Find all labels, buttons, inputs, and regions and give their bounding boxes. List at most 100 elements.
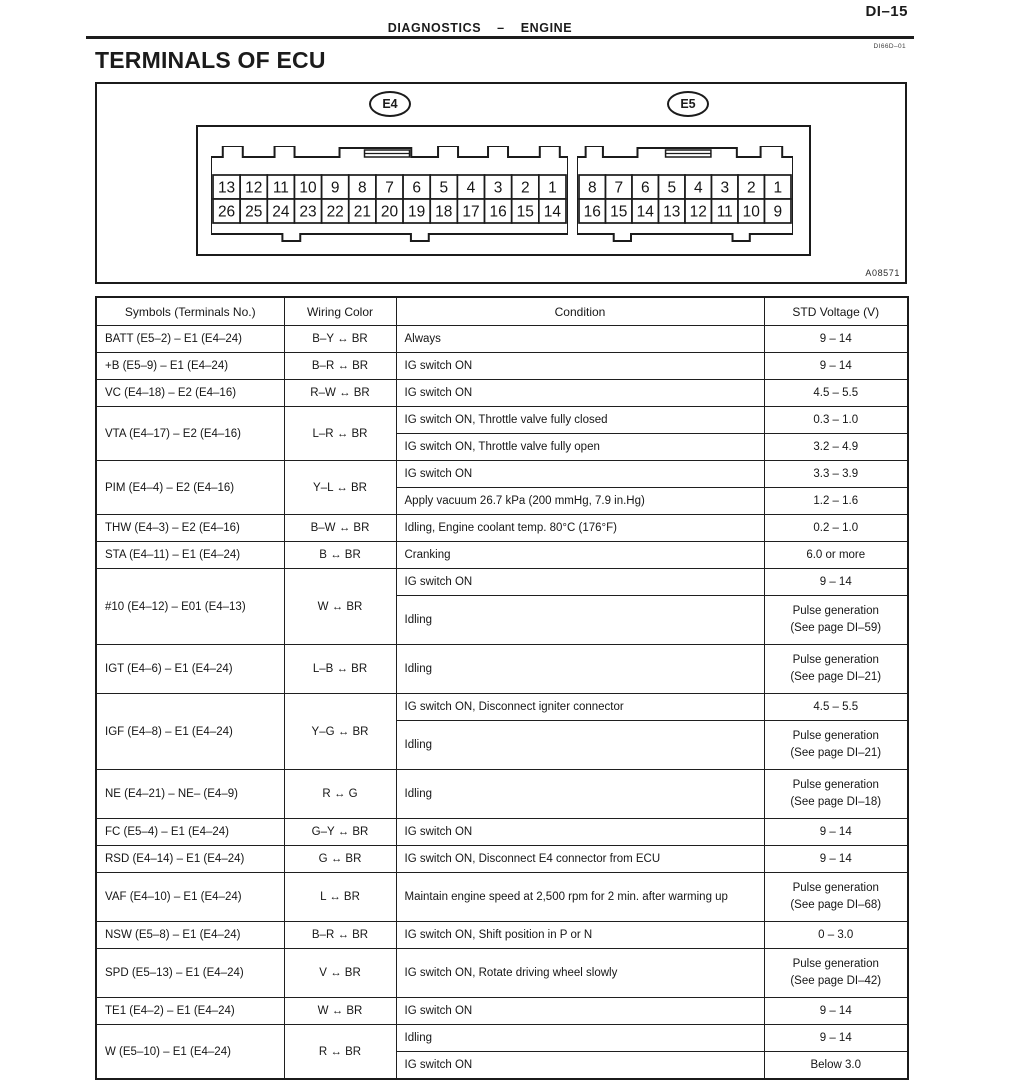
voltage-cell: 9 – 14 bbox=[763, 997, 909, 1025]
terminal-number: 1 bbox=[773, 180, 782, 197]
voltage-cell: 9 – 14 bbox=[763, 325, 909, 353]
voltage-cell: 9 – 14 bbox=[763, 818, 909, 846]
terminal-number: 1 bbox=[548, 180, 557, 197]
symbol-cell: IGT (E4–6) – E1 (E4–24) bbox=[95, 644, 285, 694]
terminal-cell bbox=[347, 198, 377, 224]
header-row: Symbols (Terminals No.) Wiring Color Condi… bbox=[95, 296, 909, 326]
condition-cell: IG switch ON, Disconnect igniter connect… bbox=[395, 693, 765, 721]
table-row: RSD (E4–14) – E1 (E4–24) G ↔ BR IG switch … bbox=[95, 845, 909, 873]
wiring-color-cell: Y–G ↔ BR bbox=[283, 693, 397, 770]
condition-cell: IG switch ON, Rotate driving wheel slowl… bbox=[395, 948, 765, 998]
condition-cell: IG switch ON, Throttle valve fully close… bbox=[395, 406, 765, 434]
wiring-color-cell: R ↔ BR bbox=[283, 1024, 397, 1080]
voltage-cell: 3.2 – 4.9 bbox=[763, 433, 909, 461]
voltage-line: Pulse generation bbox=[792, 882, 879, 895]
table-row: NSW (E5–8) – E1 (E4–24) B–R ↔ BR IG switch… bbox=[95, 921, 909, 949]
wiring-color-cell: R ↔ G bbox=[283, 769, 397, 819]
condition-cell: IG switch ON, Disconnect E4 connector fr… bbox=[395, 845, 765, 873]
condition-cell: IG switch ON bbox=[395, 460, 765, 488]
table-row: IG switch ON, Throttle valve fully open 3… bbox=[96, 433, 909, 461]
terminal-cell bbox=[631, 174, 660, 200]
voltage-cell: 3.3 – 3.9 bbox=[763, 460, 909, 488]
wiring-color-cell: B–Y ↔ BR bbox=[283, 325, 397, 353]
terminal-number: 10 bbox=[743, 204, 761, 221]
voltage-line: 0.2 – 1.0 bbox=[813, 521, 859, 534]
condition-cell: IG switch ON bbox=[395, 997, 765, 1025]
figure-code: A08571 bbox=[865, 268, 900, 278]
voltage-cell: Pulse generation (See page DI–18) bbox=[763, 769, 909, 819]
terminal-cell bbox=[631, 198, 660, 224]
condition-cell: IG switch ON, Shift position in P or N bbox=[395, 921, 765, 949]
column-header: STD Voltage (V) bbox=[763, 296, 909, 326]
table-row: NE (E4–21) – NE– (E4–9) R ↔ G Idling Pulse … bbox=[95, 769, 909, 819]
voltage-cell: 0.3 – 1.0 bbox=[763, 406, 909, 434]
ecu-connector-diagram: E4 E5 13 12 11 10 9 8 7 6 5 4 3 2 1 26 25 24 23 22 21 20 19 1… bbox=[95, 82, 907, 284]
wiring-color-cell: G ↔ BR bbox=[283, 845, 397, 873]
terminal-number: 23 bbox=[299, 204, 316, 221]
voltage-line: Pulse generation bbox=[792, 958, 879, 971]
terminal-number: 14 bbox=[637, 204, 655, 221]
table-row: Idling Pulse generation (See page DI–21) bbox=[96, 720, 909, 770]
voltage-line: 9 – 14 bbox=[819, 575, 852, 588]
connector-e5-pinout: 8 7 6 5 4 3 2 1 16 15 14 13 12 11 10 9 bbox=[577, 146, 793, 242]
terminal-cell bbox=[320, 198, 350, 224]
condition-cell: IG switch ON bbox=[395, 379, 765, 407]
doc-code: DI66D–01 bbox=[873, 43, 906, 50]
connector-label-e5: E5 bbox=[667, 91, 709, 117]
voltage-line: 9 – 14 bbox=[819, 1031, 852, 1044]
wiring-color-cell: V ↔ BR bbox=[283, 948, 397, 998]
symbol-cell: TE1 (E4–2) – E1 (E4–24) bbox=[95, 997, 285, 1025]
table-row: FC (E5–4) – E1 (E4–24) G–Y ↔ BR IG switch … bbox=[95, 818, 909, 846]
wiring-color-cell: B–R ↔ BR bbox=[283, 921, 397, 949]
terminal-cell bbox=[429, 174, 459, 200]
voltage-line: (See page DI–59) bbox=[790, 622, 882, 634]
breadcrumb-dash: – bbox=[497, 21, 505, 35]
terminal-number: 11 bbox=[717, 204, 733, 221]
symbol-cell: STA (E4–11) – E1 (E4–24) bbox=[95, 541, 285, 569]
terminal-cell bbox=[375, 198, 404, 224]
condition-cell: Idling, Engine coolant temp. 80°C (176°F… bbox=[395, 514, 765, 542]
terminal-number: 22 bbox=[327, 204, 344, 221]
voltage-line: (See page DI–18) bbox=[790, 796, 882, 808]
voltage-line: Pulse generation bbox=[792, 605, 879, 618]
voltage-cell: Pulse generation (See page DI–21) bbox=[763, 644, 909, 694]
wiring-color-cell: W ↔ BR bbox=[283, 568, 397, 645]
wiring-color-cell: B–W ↔ BR bbox=[283, 514, 397, 542]
terminal-number: 6 bbox=[641, 180, 650, 197]
voltage-line: 9 – 14 bbox=[819, 1004, 852, 1017]
terminal-cell bbox=[266, 198, 296, 224]
column-header: Symbols (Terminals No.) bbox=[95, 296, 285, 326]
condition-cell: Always bbox=[395, 325, 765, 353]
header-rule bbox=[86, 36, 914, 39]
terminal-number: 16 bbox=[584, 204, 601, 221]
voltage-cell: 1.2 – 1.6 bbox=[763, 487, 909, 515]
table-row: STA (E4–11) – E1 (E4–24) B ↔ BR Cranking 6.… bbox=[95, 541, 909, 569]
terminal-number: 4 bbox=[694, 180, 703, 197]
symbol-cell: NSW (E5–8) – E1 (E4–24) bbox=[95, 921, 285, 949]
wiring-color-cell: G–Y ↔ BR bbox=[283, 818, 397, 846]
column-header: Wiring Color bbox=[283, 296, 397, 326]
condition-cell: Idling bbox=[395, 644, 765, 694]
condition-cell: Maintain engine speed at 2,500 rpm for 2… bbox=[395, 872, 765, 922]
symbol-cell: BATT (E5–2) – E1 (E4–24) bbox=[95, 325, 285, 353]
voltage-line: Pulse generation bbox=[792, 654, 879, 667]
terminal-number: 6 bbox=[412, 180, 421, 197]
terminal-number: 24 bbox=[272, 204, 290, 221]
table-row: VAF (E4–10) – E1 (E4–24) L ↔ BR Maintain e… bbox=[95, 872, 909, 922]
voltage-line: 0 – 3.0 bbox=[818, 928, 854, 941]
voltage-cell: 9 – 14 bbox=[763, 1024, 909, 1052]
voltage-line: (See page DI–68) bbox=[790, 899, 882, 911]
terminal-cell bbox=[537, 198, 567, 224]
terminal-cell bbox=[429, 198, 459, 224]
voltage-cell: 4.5 – 5.5 bbox=[763, 379, 909, 407]
condition-cell: IG switch ON bbox=[395, 1051, 765, 1080]
table-row: PIM (E4–4) – E2 (E4–16) Y–L ↔ BR IG switch… bbox=[95, 460, 909, 515]
terminal-number: 20 bbox=[381, 204, 399, 221]
terminal-number: 15 bbox=[517, 204, 534, 221]
terminal-cell bbox=[763, 198, 792, 224]
terminal-cell bbox=[375, 174, 404, 200]
symbol-cell: VC (E4–18) – E2 (E4–16) bbox=[95, 379, 285, 407]
terminal-cell bbox=[578, 198, 607, 224]
table-row: THW (E4–3) – E2 (E4–16) B–W ↔ BR Idling, E… bbox=[95, 514, 909, 542]
voltage-line: 4.5 – 5.5 bbox=[813, 700, 859, 713]
